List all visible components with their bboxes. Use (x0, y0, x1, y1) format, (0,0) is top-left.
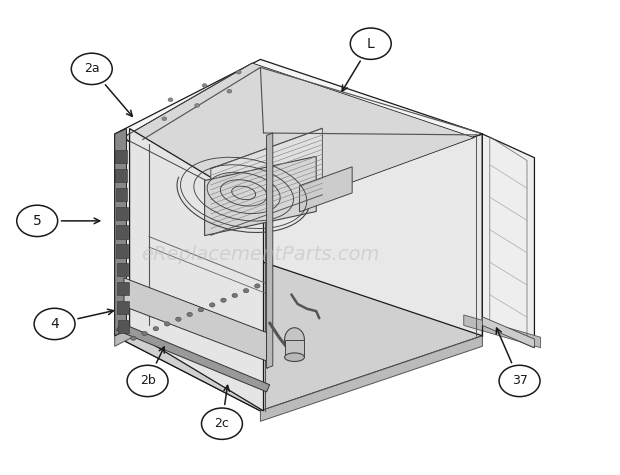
Polygon shape (482, 317, 534, 348)
Polygon shape (299, 167, 352, 212)
Circle shape (153, 327, 159, 331)
Polygon shape (115, 261, 260, 346)
Polygon shape (260, 336, 482, 421)
Polygon shape (115, 63, 260, 141)
Circle shape (195, 104, 200, 107)
Polygon shape (117, 323, 270, 392)
Circle shape (198, 308, 204, 312)
Polygon shape (116, 207, 128, 220)
Circle shape (255, 284, 260, 288)
Circle shape (221, 298, 226, 302)
Circle shape (164, 322, 170, 326)
Polygon shape (115, 134, 260, 411)
Polygon shape (115, 261, 482, 411)
Text: 2c: 2c (215, 417, 229, 430)
Polygon shape (117, 301, 129, 314)
Circle shape (236, 70, 241, 74)
Polygon shape (260, 134, 482, 411)
Polygon shape (267, 133, 273, 368)
Polygon shape (115, 59, 482, 209)
Text: 4: 4 (50, 317, 59, 331)
Polygon shape (130, 129, 264, 411)
Text: 37: 37 (512, 374, 528, 388)
Circle shape (17, 205, 58, 237)
Ellipse shape (285, 328, 304, 352)
Polygon shape (115, 188, 127, 201)
Ellipse shape (285, 353, 304, 361)
Polygon shape (118, 320, 130, 333)
Text: 2a: 2a (84, 62, 100, 76)
Circle shape (142, 332, 148, 335)
Polygon shape (115, 169, 127, 182)
Circle shape (127, 365, 168, 397)
Circle shape (168, 98, 173, 102)
Polygon shape (124, 278, 267, 361)
Polygon shape (285, 340, 304, 357)
Polygon shape (117, 244, 128, 257)
Polygon shape (211, 128, 322, 235)
Circle shape (210, 303, 215, 307)
Circle shape (227, 89, 232, 93)
Circle shape (187, 313, 192, 316)
Circle shape (499, 365, 540, 397)
Polygon shape (464, 315, 541, 348)
Polygon shape (117, 282, 129, 295)
Polygon shape (123, 63, 474, 213)
Text: 2b: 2b (140, 374, 156, 388)
Circle shape (350, 28, 391, 59)
Polygon shape (482, 134, 534, 348)
Circle shape (202, 408, 242, 439)
Circle shape (202, 84, 207, 87)
Polygon shape (115, 129, 126, 336)
Polygon shape (115, 150, 126, 163)
Polygon shape (116, 226, 128, 239)
Circle shape (162, 117, 167, 121)
Text: eReplacementParts.com: eReplacementParts.com (141, 245, 379, 264)
Polygon shape (205, 156, 316, 236)
Circle shape (34, 308, 75, 340)
Circle shape (131, 336, 136, 340)
Circle shape (175, 317, 181, 321)
Text: 5: 5 (33, 214, 42, 228)
Text: L: L (367, 37, 374, 51)
Polygon shape (260, 134, 482, 411)
Circle shape (243, 288, 249, 293)
Circle shape (232, 293, 237, 297)
Circle shape (71, 53, 112, 85)
Polygon shape (117, 263, 128, 276)
